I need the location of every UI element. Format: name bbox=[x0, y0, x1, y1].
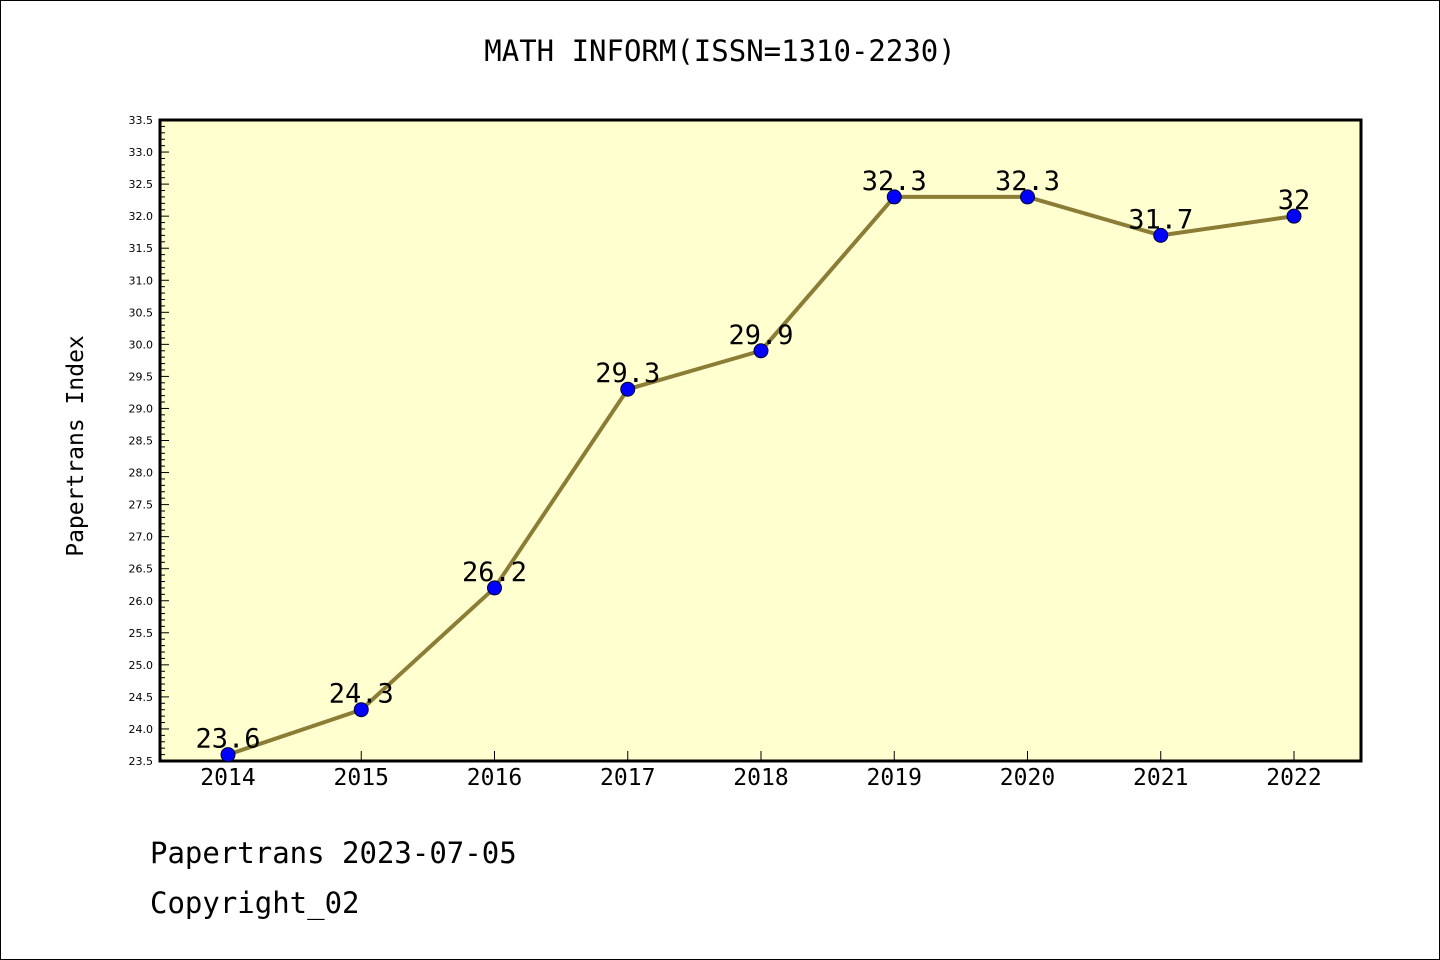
y-tick-label: 25.0 bbox=[129, 659, 154, 672]
data-point bbox=[1286, 208, 1302, 224]
y-tick-label: 24.5 bbox=[129, 691, 154, 704]
data-label: 23.6 bbox=[195, 724, 260, 755]
y-tick-label: 31.0 bbox=[129, 274, 154, 287]
y-tick-label: 27.5 bbox=[129, 499, 154, 512]
data-label: 32.3 bbox=[995, 166, 1060, 197]
data-label: 32 bbox=[1278, 185, 1311, 216]
x-tick-label: 2017 bbox=[600, 765, 655, 791]
y-tick-label: 29.0 bbox=[129, 402, 154, 415]
data-point bbox=[1020, 189, 1035, 205]
data-point bbox=[487, 580, 502, 596]
y-tick-label: 29.5 bbox=[129, 370, 154, 383]
data-point bbox=[753, 343, 769, 359]
data-label: 29.9 bbox=[728, 320, 793, 351]
y-tick-label: 33.0 bbox=[129, 146, 154, 159]
y-tick-label: 24.0 bbox=[129, 723, 154, 736]
y-tick-label: 26.0 bbox=[129, 595, 154, 608]
chart-title: MATH INFORM(ISSN=1310-2230) bbox=[484, 34, 956, 68]
data-point bbox=[620, 381, 636, 397]
y-tick-label: 30.0 bbox=[129, 338, 154, 351]
x-tick-label: 2016 bbox=[467, 765, 522, 791]
plot-area bbox=[158, 118, 1363, 763]
data-point bbox=[353, 702, 369, 718]
y-tick-label: 33.5 bbox=[129, 114, 154, 127]
y-tick-label: 32.0 bbox=[129, 210, 154, 223]
y-tick-label: 31.5 bbox=[129, 242, 154, 255]
data-point bbox=[1153, 227, 1169, 243]
footer-source-date: Papertrans 2023-07-05 bbox=[150, 836, 517, 870]
data-point bbox=[220, 747, 236, 763]
y-tick-label: 27.0 bbox=[129, 531, 154, 544]
x-tick-label: 2022 bbox=[1266, 765, 1321, 791]
y-tick-label: 30.5 bbox=[129, 306, 154, 319]
data-point bbox=[886, 189, 902, 205]
footer-copyright: Copyright_02 bbox=[150, 886, 360, 920]
x-tick-label: 2021 bbox=[1133, 765, 1188, 791]
y-tick-label: 26.5 bbox=[129, 563, 154, 576]
y-tick-label: 23.5 bbox=[129, 755, 154, 768]
data-label: 31.7 bbox=[1128, 204, 1193, 235]
x-tick-label: 2014 bbox=[200, 765, 255, 791]
y-tick-label: 28.5 bbox=[129, 435, 154, 448]
data-label: 29.3 bbox=[595, 358, 660, 389]
data-label: 26.2 bbox=[462, 557, 527, 588]
x-tick-label: 2018 bbox=[733, 765, 788, 791]
y-tick-label: 28.0 bbox=[129, 467, 154, 480]
x-tick-label: 2019 bbox=[867, 765, 922, 791]
x-tick-label: 2015 bbox=[334, 765, 389, 791]
x-tick-label: 2020 bbox=[1000, 765, 1055, 791]
y-tick-label: 25.5 bbox=[129, 627, 154, 640]
data-label: 32.3 bbox=[862, 166, 927, 197]
data-label: 24.3 bbox=[329, 679, 394, 710]
y-tick-label: 32.5 bbox=[129, 178, 154, 191]
